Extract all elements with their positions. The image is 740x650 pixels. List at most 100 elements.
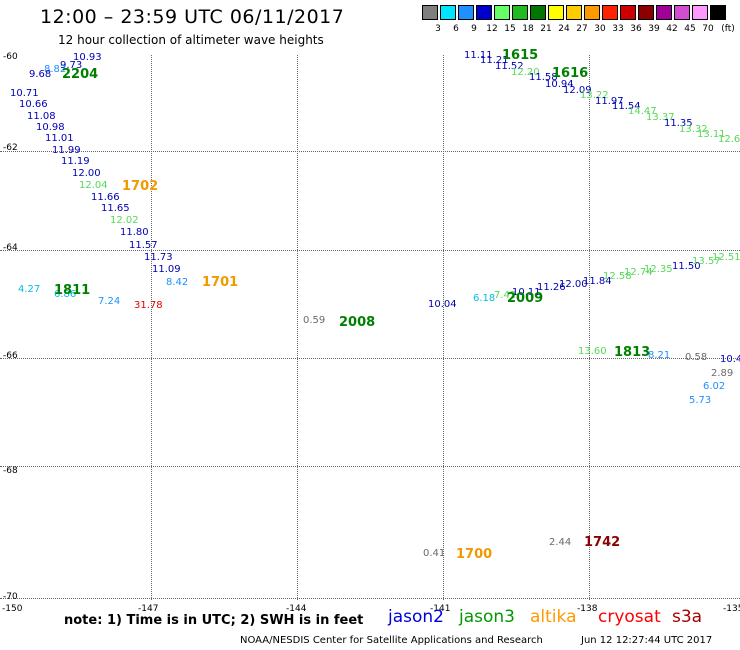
latitude-label: -62 [3, 143, 18, 153]
wave-height-value: 11.01 [45, 133, 74, 144]
satellite-name: cryosat [598, 607, 661, 627]
color-scale-swatch [494, 5, 510, 20]
color-scale-swatch [422, 5, 438, 20]
wave-height-value: 11.08 [27, 111, 56, 122]
satellite-name: jason2 [388, 607, 444, 627]
wave-height-value: 0.58 [685, 352, 708, 363]
page-subtitle: 12 hour collection of altimeter wave hei… [58, 33, 324, 47]
longitude-label: -144 [286, 604, 307, 614]
pass-time-label: 2204 [62, 67, 99, 82]
wave-height-value: 2.44 [549, 537, 572, 548]
wave-height-value: 11.52 [495, 61, 524, 72]
latitude-label: -70 [3, 592, 18, 602]
color-scale-label: 33 [612, 24, 624, 34]
pass-time-label: 1701 [202, 275, 239, 290]
wave-height-value: 0.41 [423, 548, 446, 559]
wave-height-value: 10.04 [428, 299, 457, 310]
color-scale-swatch [620, 5, 636, 20]
color-scale-label: 9 [471, 24, 477, 34]
wave-height-value: 11.35 [664, 118, 693, 129]
color-scale-label: 3 [435, 24, 441, 34]
wave-height-value: 11.11 [464, 50, 493, 61]
wave-height-value: 7.24 [98, 296, 121, 307]
color-scale-swatch [440, 5, 456, 20]
color-scale-label: 6 [453, 24, 459, 34]
wave-height-value: 10.94 [545, 79, 574, 90]
meridian-line [297, 55, 298, 600]
color-scale-swatch [692, 5, 708, 20]
color-scale-label: 12 [486, 24, 498, 34]
satellite-name: s3a [672, 607, 703, 627]
wave-height-value: 0.59 [303, 315, 326, 326]
longitude-label: -150 [2, 604, 23, 614]
color-scale-swatch [476, 5, 492, 20]
color-scale-swatch [638, 5, 654, 20]
wave-height-value: 11.66 [91, 192, 120, 203]
wave-height-value: 12.09 [563, 85, 592, 96]
color-scale-swatch [530, 5, 546, 20]
color-scale-label: 24 [558, 24, 570, 34]
parallel-line [0, 358, 740, 359]
wave-height-value: 11.21 [480, 55, 509, 66]
wave-height-value: 10.4 [720, 354, 740, 365]
color-scale-swatch [548, 5, 564, 20]
wave-height-value: 11.73 [144, 252, 173, 263]
wave-height-value: 4.27 [18, 284, 41, 295]
pass-time-label: 1813 [614, 345, 651, 360]
color-scale-label: 27 [576, 24, 588, 34]
wave-height-value: 6.18 [473, 293, 496, 304]
color-scale-swatch [584, 5, 600, 20]
wave-height-value: 10.93 [73, 52, 102, 63]
latitude-label: -68 [3, 466, 18, 476]
wave-height-value: 13.37 [646, 112, 675, 123]
pass-time-label: 1700 [456, 547, 493, 562]
satellite-name: jason3 [459, 607, 515, 627]
wave-height-value: 11.26 [537, 282, 566, 293]
color-scale-label: 18 [522, 24, 534, 34]
color-scale-swatch [458, 5, 474, 20]
footer-note: note: 1) Time is in UTC; 2) SWH is in fe… [64, 613, 364, 628]
wave-height-value: 9.73 [60, 60, 83, 71]
wave-height-value: 11.80 [120, 227, 149, 238]
color-scale-swatch [674, 5, 690, 20]
wave-height-value: 8.21 [648, 350, 671, 361]
wave-height-value: 11.57 [129, 240, 158, 251]
wave-height-value: 12.00 [559, 279, 588, 290]
color-scale-swatch [566, 5, 582, 20]
parallel-line [0, 466, 740, 467]
latitude-label: -60 [3, 52, 18, 62]
color-scale-label: 39 [648, 24, 660, 34]
wave-height-value: 13.32 [679, 124, 708, 135]
latitude-label: -66 [3, 351, 18, 361]
page-title: 12:00 – 23:59 UTC 06/11/2017 [40, 6, 345, 28]
wave-height-value: 11.19 [61, 156, 90, 167]
color-scale-label: 45 [684, 24, 696, 34]
credit-line: NOAA/NESDIS Center for Satellite Applica… [240, 635, 543, 646]
color-scale-swatch [512, 5, 528, 20]
wave-height-value: 12.58 [603, 271, 632, 282]
wave-height-value: 12.00 [72, 168, 101, 179]
wave-height-value: 6.86 [54, 289, 77, 300]
wave-height-value: 12.74 [624, 267, 653, 278]
wave-height-value: 7.42 [494, 290, 517, 301]
wave-height-value: 31.78 [134, 300, 163, 311]
wave-height-value: 10.98 [36, 122, 65, 133]
wave-height-value: 11.97 [595, 96, 624, 107]
latitude-label: -64 [3, 243, 18, 253]
wave-height-value: 2.89 [711, 368, 734, 379]
longitude-label: -147 [138, 604, 159, 614]
pass-time-label: 1742 [584, 535, 621, 550]
color-scale-label: 21 [540, 24, 552, 34]
color-scale-label: 42 [666, 24, 678, 34]
parallel-line [0, 250, 740, 251]
pass-time-label: 1615 [502, 48, 539, 63]
meridian-line [443, 55, 444, 600]
wave-height-value: 12.51 [712, 252, 740, 263]
color-scale-swatch [602, 5, 618, 20]
color-scale-swatch [656, 5, 672, 20]
wave-height-value: 11.58 [529, 72, 558, 83]
pass-time-label: 2008 [339, 315, 376, 330]
wave-height-value: 12.02 [110, 215, 139, 226]
wave-height-value: 10.71 [10, 88, 39, 99]
wave-height-value: 12.35 [644, 264, 673, 275]
